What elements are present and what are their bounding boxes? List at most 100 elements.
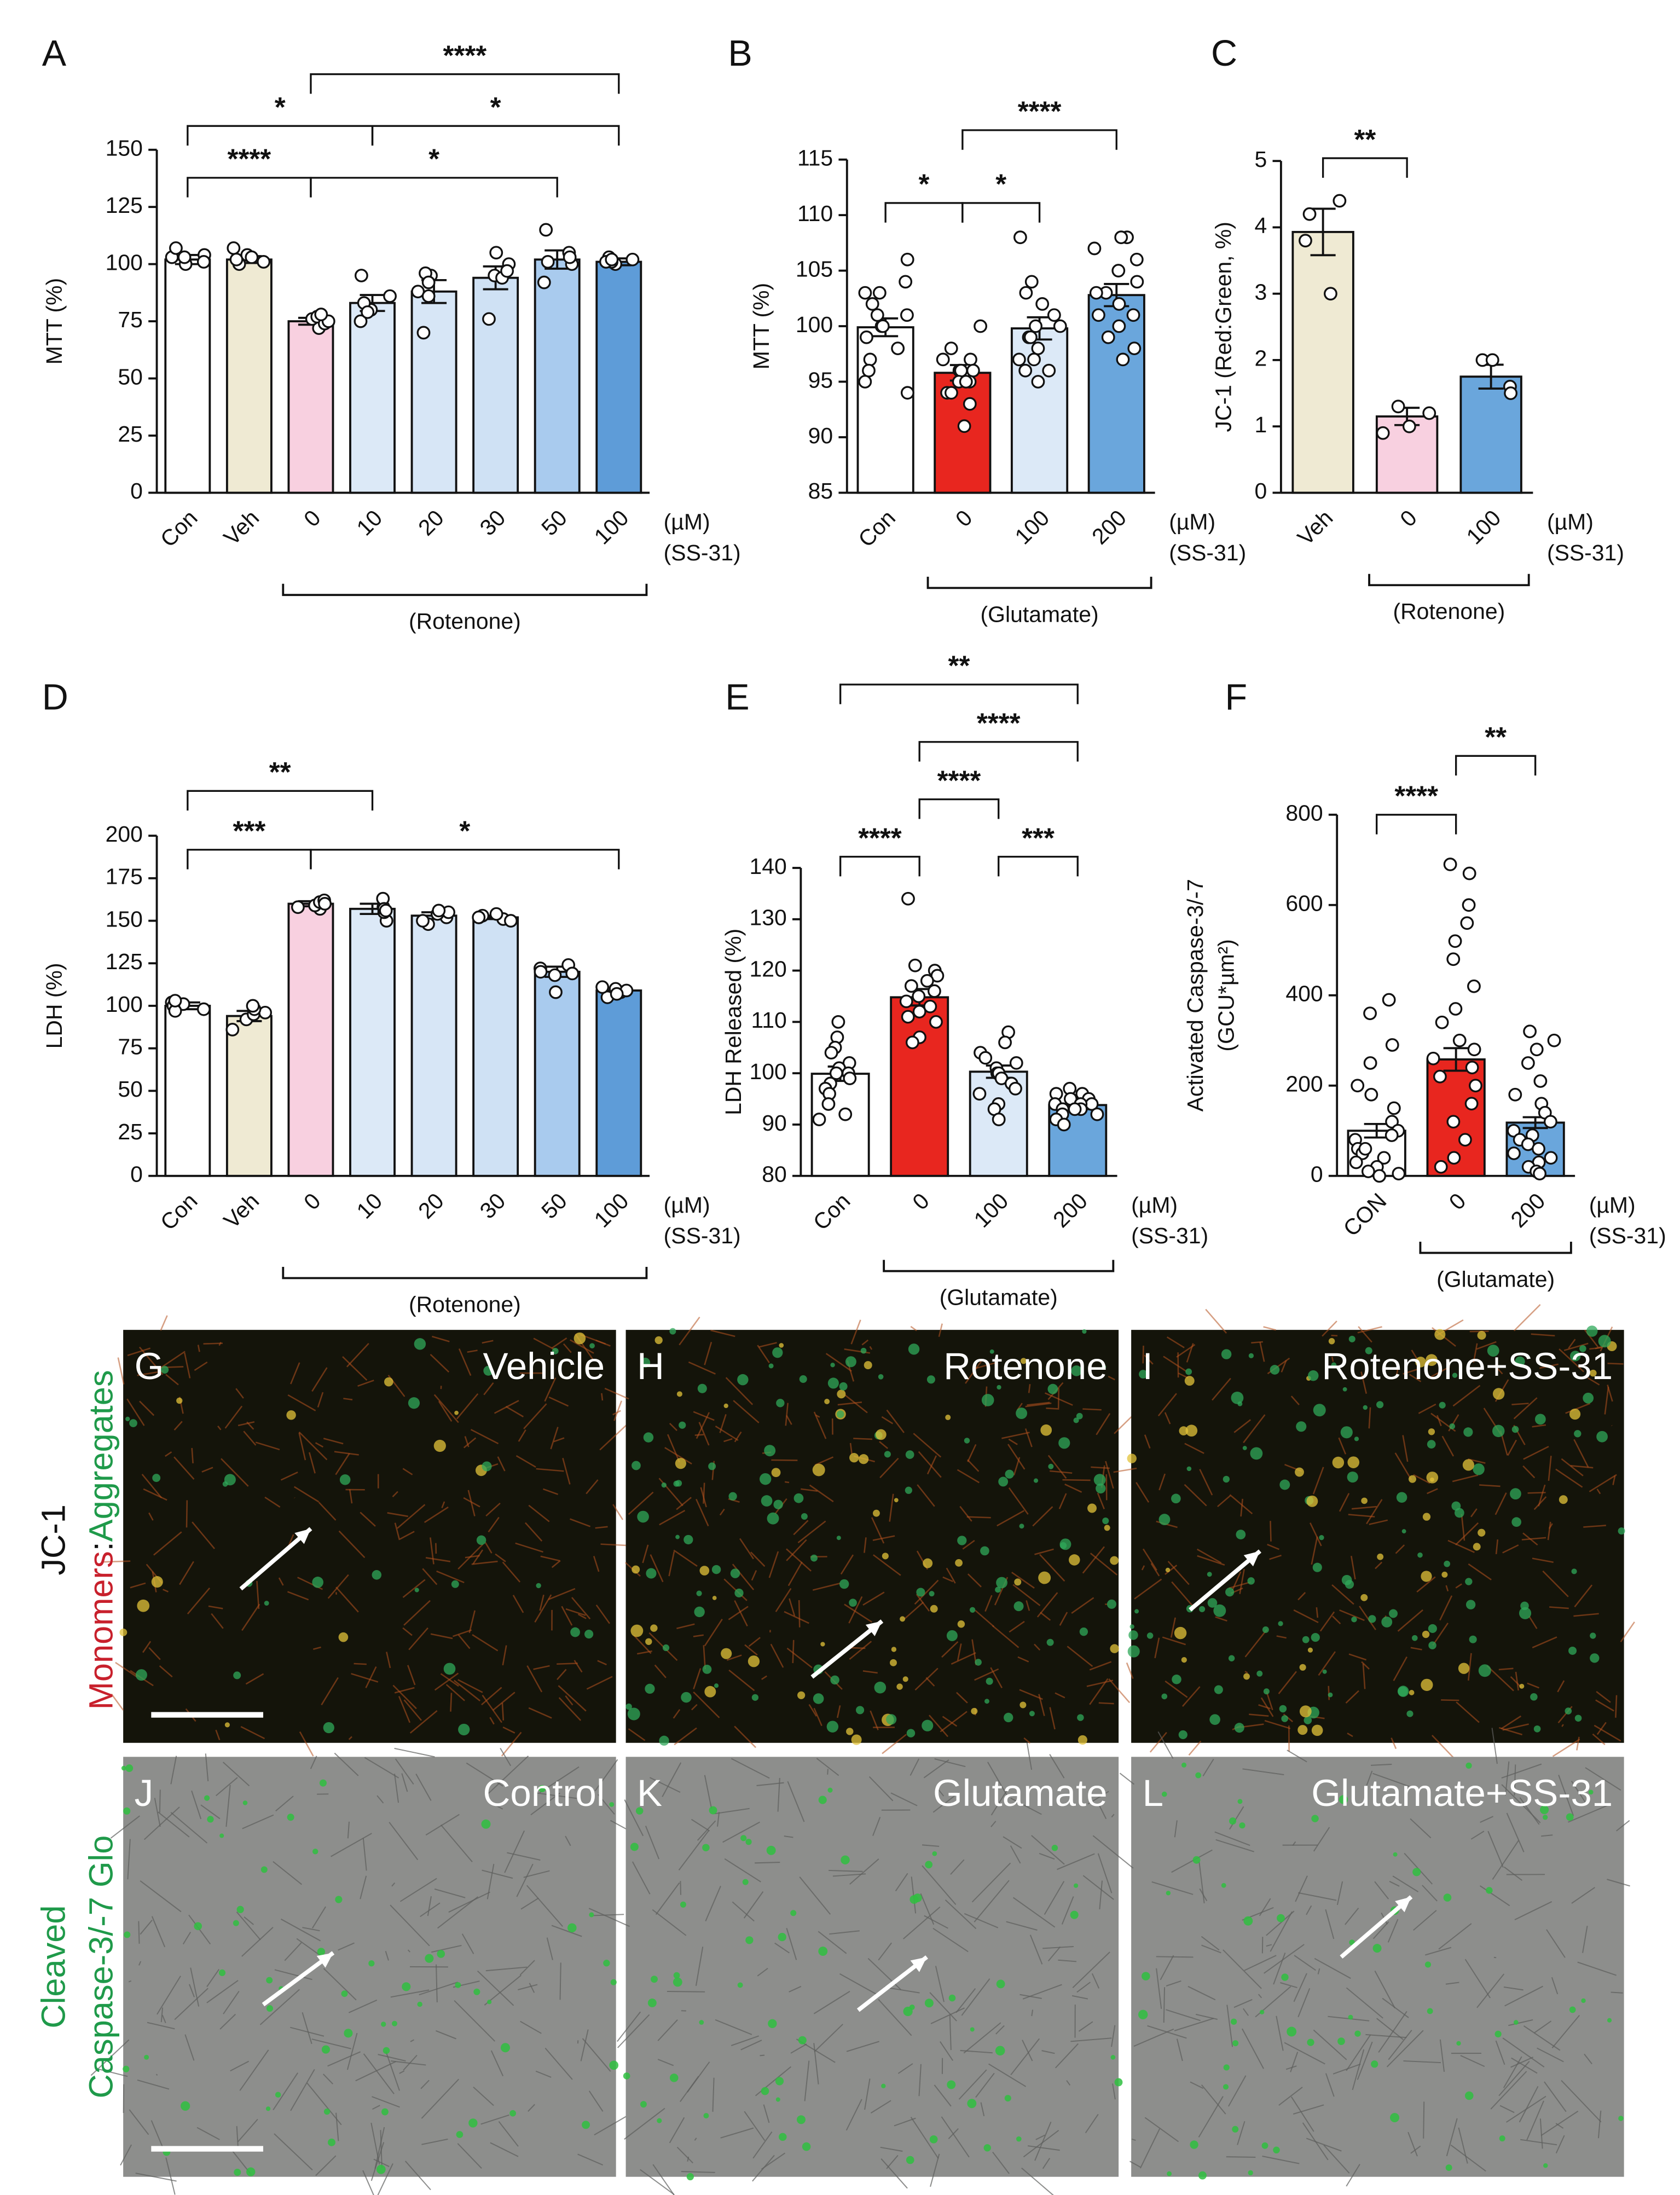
data-point [1544, 1151, 1558, 1165]
data-point [1116, 352, 1130, 367]
data-point [957, 419, 971, 433]
texture [1347, 1456, 1360, 1468]
texture [458, 1348, 472, 1376]
texture [1277, 1914, 1285, 1922]
texture [551, 1925, 582, 1937]
texture [1494, 1492, 1507, 1515]
texture [1378, 2011, 1407, 2053]
texture [974, 1880, 1010, 1922]
texture [1339, 1493, 1350, 1512]
texture [830, 1675, 839, 1685]
texture [1374, 1881, 1389, 1899]
texture [317, 1948, 326, 1956]
error-bar [1443, 1047, 1469, 1072]
texture [1594, 1724, 1621, 1742]
texture [593, 1556, 600, 1572]
texture [386, 1652, 391, 1669]
texture [1306, 1905, 1312, 1915]
texture [932, 1792, 959, 1813]
y-tick-label: 50 [118, 364, 143, 389]
texture [627, 1707, 640, 1721]
texture [1323, 2145, 1350, 2174]
data-point [1009, 1081, 1022, 1096]
y-tick-label: 3 [1255, 279, 1267, 304]
texture [1215, 1616, 1227, 1622]
texture [841, 1855, 850, 1864]
texture [417, 2001, 422, 2007]
texture [612, 1504, 624, 1520]
texture [1402, 1435, 1409, 1462]
x-tick-label: 0 [951, 505, 977, 532]
texture [1589, 1474, 1617, 1492]
data-point [361, 305, 375, 319]
texture [1427, 1488, 1438, 1495]
texture [1082, 1408, 1102, 1411]
texture [1142, 1972, 1150, 1980]
texture [1269, 1554, 1282, 1560]
texture [284, 1942, 302, 1961]
data-point [1382, 993, 1396, 1007]
texture [310, 1756, 317, 1769]
texture [1223, 1949, 1262, 1989]
data-point [912, 1005, 926, 1019]
texture [688, 1361, 716, 1375]
texture [1112, 2083, 1116, 2100]
texture [808, 1704, 817, 1717]
texture [728, 1669, 755, 1692]
texture [338, 1942, 355, 1951]
texture [691, 1704, 698, 1711]
texture [1142, 1345, 1144, 1364]
texture [699, 2020, 704, 2025]
texture [1182, 1686, 1201, 1707]
texture [960, 2049, 993, 2054]
data-point [1127, 341, 1142, 356]
texture [570, 1339, 594, 1354]
texture [1049, 1754, 1065, 1779]
texture [1092, 1835, 1134, 1869]
texture [711, 1565, 721, 1574]
data-point [900, 386, 914, 400]
texture [737, 1982, 743, 1988]
texture [1585, 1767, 1621, 1791]
texture [758, 1342, 777, 1348]
texture [123, 2065, 130, 2072]
y-axis-label: MTT (%) [42, 278, 67, 364]
texture [1236, 1530, 1246, 1539]
texture [947, 2080, 956, 2089]
texture [882, 1734, 907, 1754]
texture [317, 1392, 324, 1408]
texture [628, 1491, 654, 1515]
data-point [936, 352, 950, 367]
texture [144, 2054, 149, 2060]
texture [204, 1795, 210, 1801]
texture [1587, 1377, 1600, 1386]
texture [693, 1411, 715, 1421]
significance-bracket [884, 202, 964, 223]
texture [1027, 1401, 1050, 1406]
texture [1108, 1678, 1131, 1704]
data-point [998, 1035, 1012, 1050]
texture [246, 1421, 254, 1430]
texture [1520, 2139, 1557, 2146]
data-point [605, 252, 619, 267]
texture [471, 1560, 498, 1565]
significance-label: ** [948, 650, 970, 681]
texture [1034, 1643, 1041, 1651]
texture [1151, 1881, 1194, 1895]
texture [201, 1467, 213, 1473]
texture [1495, 1539, 1499, 1554]
texture [734, 1431, 742, 1443]
texture [1281, 1973, 1289, 1981]
texture [323, 1722, 334, 1734]
texture [184, 1352, 191, 1379]
texture [557, 1669, 567, 1681]
texture [1607, 2018, 1612, 2023]
panel-letter: D [42, 677, 68, 718]
texture [669, 2074, 679, 2082]
texture [824, 1399, 830, 1404]
texture [995, 2025, 1005, 2035]
texture [425, 1814, 460, 1836]
texture [490, 2050, 504, 2077]
texture [1314, 1957, 1351, 1979]
texture [1102, 1518, 1109, 1525]
